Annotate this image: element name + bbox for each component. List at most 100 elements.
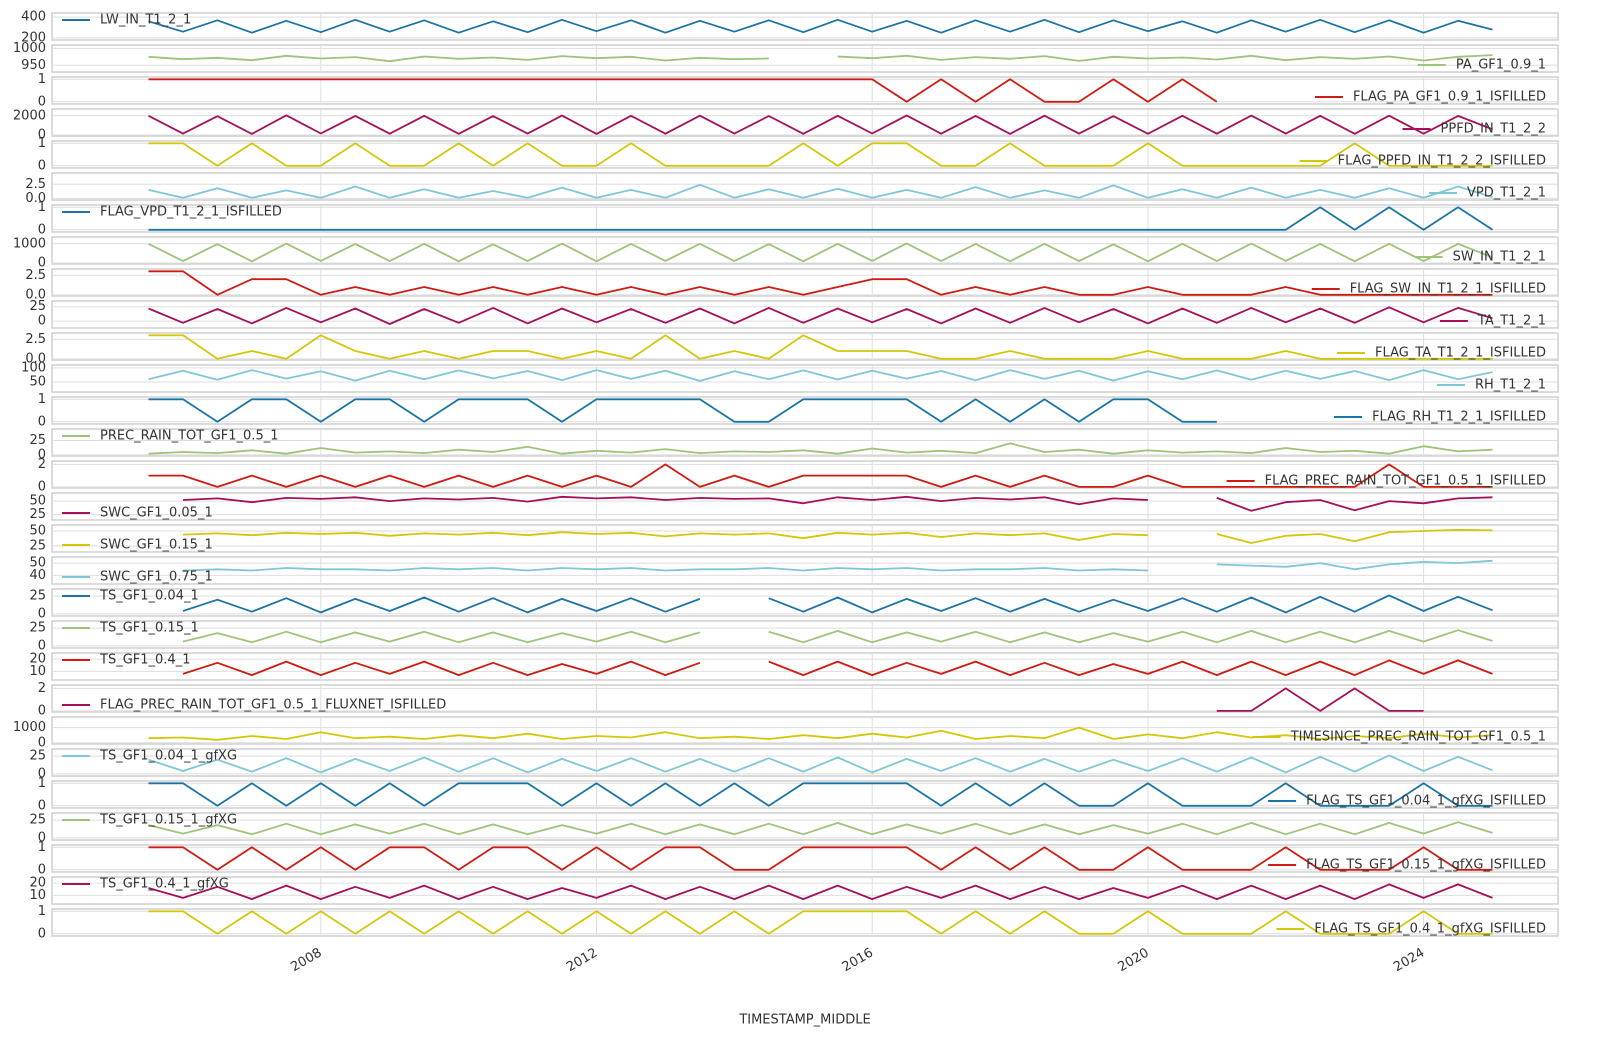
panel-frame	[51, 492, 1559, 521]
series-line	[148, 398, 1217, 423]
legend-label: TS_GF1_0.4_1_gfXG	[99, 877, 229, 892]
series-line	[148, 78, 1218, 103]
y-tick-label: 1	[38, 200, 46, 215]
y-tick-label: 0	[38, 798, 46, 813]
y-tick-label: 1	[38, 392, 46, 407]
y-tick-label: 400	[21, 10, 46, 25]
x-tick-label: 2008	[288, 946, 324, 976]
series-line	[148, 183, 1493, 199]
series-line	[148, 369, 1493, 382]
legend-label: FLAG_PREC_RAIN_TOT_GF1_0.5_1_FLUXNET_ISF…	[100, 698, 446, 713]
y-tick-label: 25	[29, 507, 46, 522]
series-line	[148, 846, 1493, 871]
panel-frame	[51, 812, 1559, 841]
y-tick-label: 2	[38, 457, 46, 472]
y-tick-label: 1000	[13, 41, 46, 56]
x-tick-label: 2020	[1115, 946, 1151, 976]
y-tick-label: 2.5	[25, 268, 46, 283]
legend-label: FLAG_TS_GF1_0.4_1_gfXG_ISFILLED	[1314, 922, 1546, 937]
legend-label: FLAG_TA_T1_2_1_ISFILLED	[1375, 346, 1546, 361]
y-tick-label: 2.5	[25, 177, 46, 192]
legend-label: SWC_GF1_0.05_1	[100, 506, 213, 521]
panel-frame	[51, 364, 1559, 393]
legend-label: RH_T1_2_1	[1475, 378, 1546, 393]
series-line	[182, 659, 1493, 676]
legend-label: TS_GF1_0.4_1	[99, 653, 190, 668]
y-tick-label: 25	[29, 433, 46, 448]
y-tick-label: 1000	[13, 236, 46, 251]
y-tick-label: 950	[21, 58, 46, 73]
series-line	[182, 629, 1493, 644]
series-line	[148, 782, 1493, 807]
panel-frame	[51, 268, 1559, 297]
x-axis-label: TIMESTAMP_MIDDLE	[738, 1013, 870, 1028]
panel-frame	[51, 396, 1559, 425]
legend-label: SWC_GF1_0.15_1	[100, 538, 213, 553]
y-tick-label: 0	[38, 158, 46, 173]
legend-label: PPFD_IN_T1_2_2	[1441, 122, 1546, 137]
y-tick-label: 25	[29, 813, 46, 828]
legend-label: FLAG_RH_T1_2_1_ISFILLED	[1372, 410, 1546, 425]
y-tick-label: 10	[29, 888, 46, 903]
y-tick-label: 0	[38, 414, 46, 429]
series-line	[148, 442, 1493, 455]
series-line	[148, 334, 1493, 360]
y-tick-label: 200	[21, 30, 46, 45]
y-tick-label: 0	[38, 256, 46, 271]
y-tick-label: 25	[29, 539, 46, 554]
panel-frame	[51, 300, 1559, 329]
y-tick-label: 20	[29, 652, 46, 667]
y-tick-label: 0	[38, 926, 46, 941]
series-line	[148, 242, 1493, 263]
y-tick-label: 0	[38, 862, 46, 877]
series-line	[148, 18, 1493, 34]
y-tick-label: 1000	[13, 720, 46, 735]
panel-frame	[51, 204, 1559, 233]
legend-label: FLAG_TS_GF1_0.15_1_gfXG_ISFILLED	[1306, 858, 1546, 873]
series-line	[148, 142, 1493, 167]
panel-frame	[51, 684, 1559, 713]
legend-label: TS_GF1_0.15_1	[99, 621, 199, 636]
y-tick-label: 0	[38, 703, 46, 718]
y-tick-label: 25	[29, 589, 46, 604]
panel-frame	[51, 460, 1559, 489]
legend-label: FLAG_SW_IN_T1_2_1_ISFILLED	[1350, 282, 1546, 297]
y-tick-label: 50	[29, 494, 46, 509]
y-tick-label: 10	[29, 664, 46, 679]
series-line	[148, 754, 1493, 774]
y-tick-label: 0.0	[25, 351, 46, 366]
y-tick-label: 1	[38, 136, 46, 151]
y-tick-label: 0.0	[25, 191, 46, 206]
legend-label: TS_GF1_0.04_1	[99, 589, 199, 604]
y-tick-label: 1	[38, 776, 46, 791]
series-line	[148, 114, 1493, 135]
series-line	[182, 559, 1493, 572]
legend-label: PA_GF1_0.9_1	[1456, 58, 1546, 73]
legend-label: VPD_T1_2_1	[1467, 186, 1546, 201]
y-tick-label: 20	[29, 876, 46, 891]
panel-frame	[51, 716, 1559, 745]
panel-frame	[51, 620, 1559, 649]
y-tick-label: 0	[38, 830, 46, 845]
y-tick-label: 0.0	[25, 287, 46, 302]
legend-label: TS_GF1_0.04_1_gfXG	[99, 749, 237, 764]
y-tick-label: 100	[21, 360, 46, 375]
series-line	[148, 821, 1493, 836]
legend-label: LW_IN_T1_2_1	[100, 13, 191, 28]
y-tick-label: 1	[38, 72, 46, 87]
y-tick-label: 25	[29, 299, 46, 314]
x-tick-label: 2016	[840, 946, 876, 976]
series-line	[148, 463, 1493, 488]
legend-label: TS_GF1_0.15_1_gfXG	[99, 813, 237, 828]
series-line	[148, 206, 1493, 231]
series-line	[182, 528, 1493, 544]
x-tick-label: 2012	[564, 946, 600, 976]
panel-frame	[51, 172, 1559, 201]
y-tick-label: 50	[29, 556, 46, 571]
y-tick-label: 50	[29, 524, 46, 539]
panel-frame	[51, 76, 1559, 105]
series-line	[148, 306, 1493, 325]
y-tick-label: 1	[38, 904, 46, 919]
legend-label: SWC_GF1_0.75_1	[100, 570, 213, 585]
